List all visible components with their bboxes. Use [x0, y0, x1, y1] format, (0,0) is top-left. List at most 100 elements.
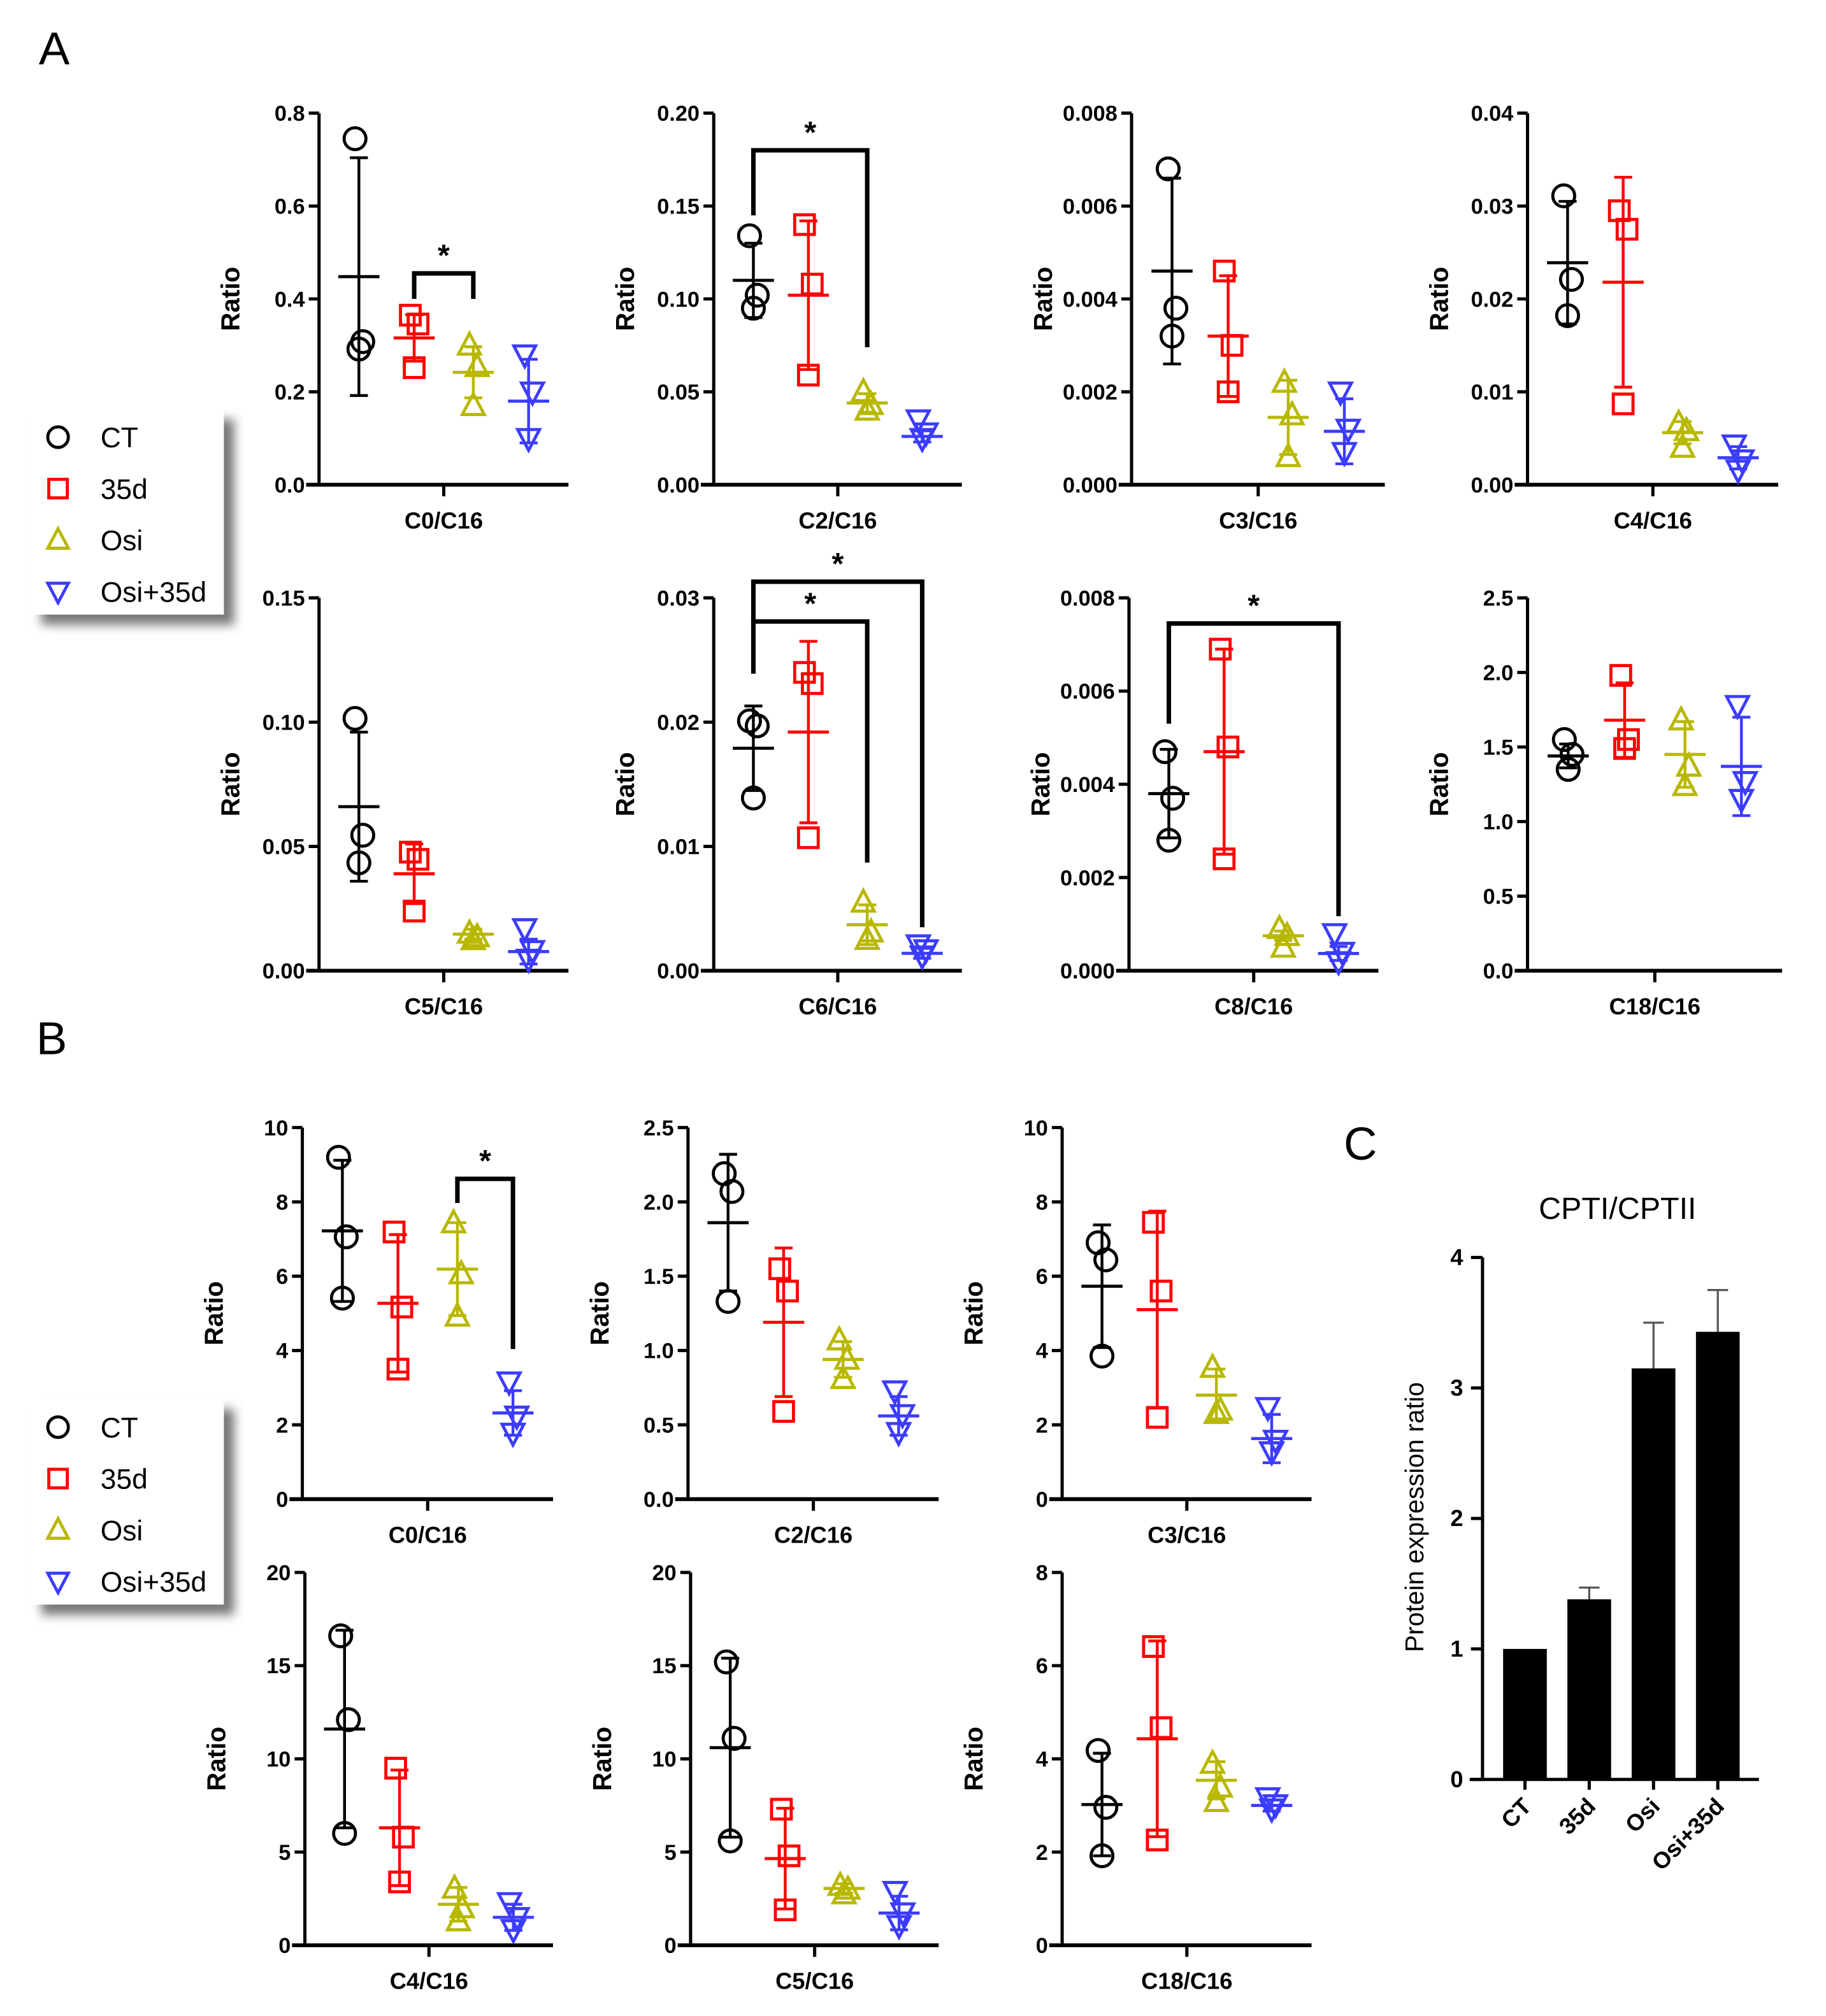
y-tick-label: 0: [1036, 1934, 1048, 1958]
data-point: [1089, 1343, 1115, 1369]
data-point: [800, 672, 824, 695]
x-axis-label: C2/C16: [798, 507, 877, 533]
series-osi: [1262, 913, 1304, 958]
legend-label: Osi: [101, 1515, 143, 1546]
data-point: [384, 1757, 407, 1780]
data-point: [737, 223, 762, 248]
y-tick-label: 8: [276, 1190, 288, 1214]
circle-icon: [46, 1415, 70, 1439]
significance-star: *: [804, 115, 816, 150]
x-axis-label: C6/C16: [798, 993, 877, 1019]
data-point: [1160, 786, 1186, 811]
data-point: [1326, 381, 1355, 408]
legend-label: Osi+35d: [101, 1567, 207, 1598]
data-point: [1159, 323, 1185, 349]
series-osi: [436, 1207, 478, 1327]
data-point: [881, 1380, 909, 1406]
x-axis-label: C4/C16: [1614, 507, 1692, 533]
y-axis-label: Ratio: [959, 1281, 988, 1346]
data-point: [1149, 1279, 1173, 1303]
data-point: [889, 1404, 916, 1430]
x-axis-label: C8/C16: [1214, 993, 1293, 1019]
series-osi: [438, 1873, 479, 1932]
data-point: [777, 1844, 801, 1868]
data-point: [1149, 1716, 1173, 1739]
series-ct: [322, 1144, 363, 1311]
series-osi: [823, 1870, 865, 1904]
series-osi-35d: [1251, 1397, 1293, 1467]
data-point: [1216, 735, 1240, 759]
data-point: [1330, 442, 1358, 468]
y-tick-label: 0.004: [1063, 287, 1118, 312]
data-point: [399, 840, 422, 864]
y-tick-label: 4: [1036, 1339, 1048, 1364]
data-point: [717, 1828, 743, 1854]
y-axis-label: Ratio: [585, 1281, 614, 1346]
data-point: [1142, 1635, 1165, 1659]
data-point: [1278, 400, 1306, 426]
scatter-panel-c0-c16: 0.0 0.2 0.4 0.6 0.8 C0/C16 Ratio *: [216, 102, 569, 533]
data-point: [441, 1873, 468, 1899]
significance-bracket: [412, 271, 476, 299]
y-tick-label: 15: [266, 1654, 291, 1678]
data-point: [1258, 1798, 1286, 1824]
scatter-panel-c4-c16: 0 5 10 15 20 C4/C16 Ratio: [201, 1561, 554, 1994]
x-axis-label: C4/C16: [390, 1968, 468, 1994]
y-tick-label: 0.002: [1063, 380, 1118, 405]
data-point: [326, 1144, 351, 1170]
series-ct: [1547, 183, 1588, 328]
y-tick-label: 0.20: [657, 102, 700, 126]
y-tick-label: 0.00: [657, 960, 700, 984]
data-point: [909, 945, 936, 972]
data-point: [390, 1295, 413, 1319]
y-tick-label: 0: [665, 1934, 677, 1958]
y-axis-label: Ratio: [1424, 752, 1453, 816]
data-point: [1555, 756, 1581, 782]
panel-label-b: B: [36, 1013, 67, 1065]
y-axis-label: Ratio: [201, 1727, 231, 1791]
data-point: [519, 381, 546, 408]
series-35d: [393, 303, 435, 379]
data-point: [830, 1363, 857, 1390]
y-tick-label: 0.006: [1060, 680, 1115, 704]
series-35d: [787, 213, 830, 387]
data-point: [1724, 459, 1752, 486]
bar-ct: [1503, 1648, 1547, 1780]
series-osi: [1267, 367, 1309, 468]
data-point: [1555, 303, 1580, 328]
x-axis-label: C3/C16: [1219, 507, 1297, 533]
data-point: [1274, 441, 1302, 468]
panel-label-a: A: [39, 23, 70, 75]
data-point: [1334, 419, 1362, 445]
y-tick-label: 6: [1036, 1654, 1048, 1678]
y-axis-label: Ratio: [216, 752, 245, 816]
legend-label: CT: [101, 422, 138, 454]
data-point: [1216, 380, 1240, 403]
data-point: [1093, 1794, 1119, 1820]
data-point: [1258, 1441, 1286, 1467]
scatter-panel-c8-c16: 0.000 0.002 0.004 0.006 0.008 C8/C16 Ratio *: [1026, 586, 1379, 1019]
series-35d: [763, 1246, 805, 1423]
significance-star: *: [804, 586, 816, 621]
series-ct: [1548, 727, 1589, 782]
data-point: [499, 1422, 527, 1449]
data-point: [1607, 199, 1631, 222]
significance-bracket: [455, 1176, 515, 1350]
scatter-panel-c5-c16: 0.00 0.05 0.10 0.15 C5/C16 Ratio: [216, 586, 569, 1019]
y-tick-label: 0.6: [275, 194, 305, 219]
series-ct: [709, 1649, 751, 1854]
data-point: [1203, 1786, 1230, 1812]
y-tick-label: 1.5: [643, 1265, 674, 1289]
series-ct: [338, 126, 380, 397]
y-tick-label: 0.10: [262, 710, 305, 735]
scatter-panel-c4-c16: 0.00 0.01 0.02 0.03 0.04 C4/C16 Ratio: [1424, 102, 1779, 533]
data-point: [1209, 637, 1232, 661]
legend-label: CT: [101, 1413, 138, 1444]
y-tick-label: 0.006: [1063, 194, 1118, 219]
significance-star: *: [1247, 588, 1260, 623]
series-35d: [1604, 664, 1646, 760]
y-tick-label: 0.04: [1471, 102, 1514, 126]
y-tick-label: 2.0: [643, 1190, 674, 1214]
data-point: [744, 282, 770, 308]
data-point: [1671, 770, 1699, 796]
